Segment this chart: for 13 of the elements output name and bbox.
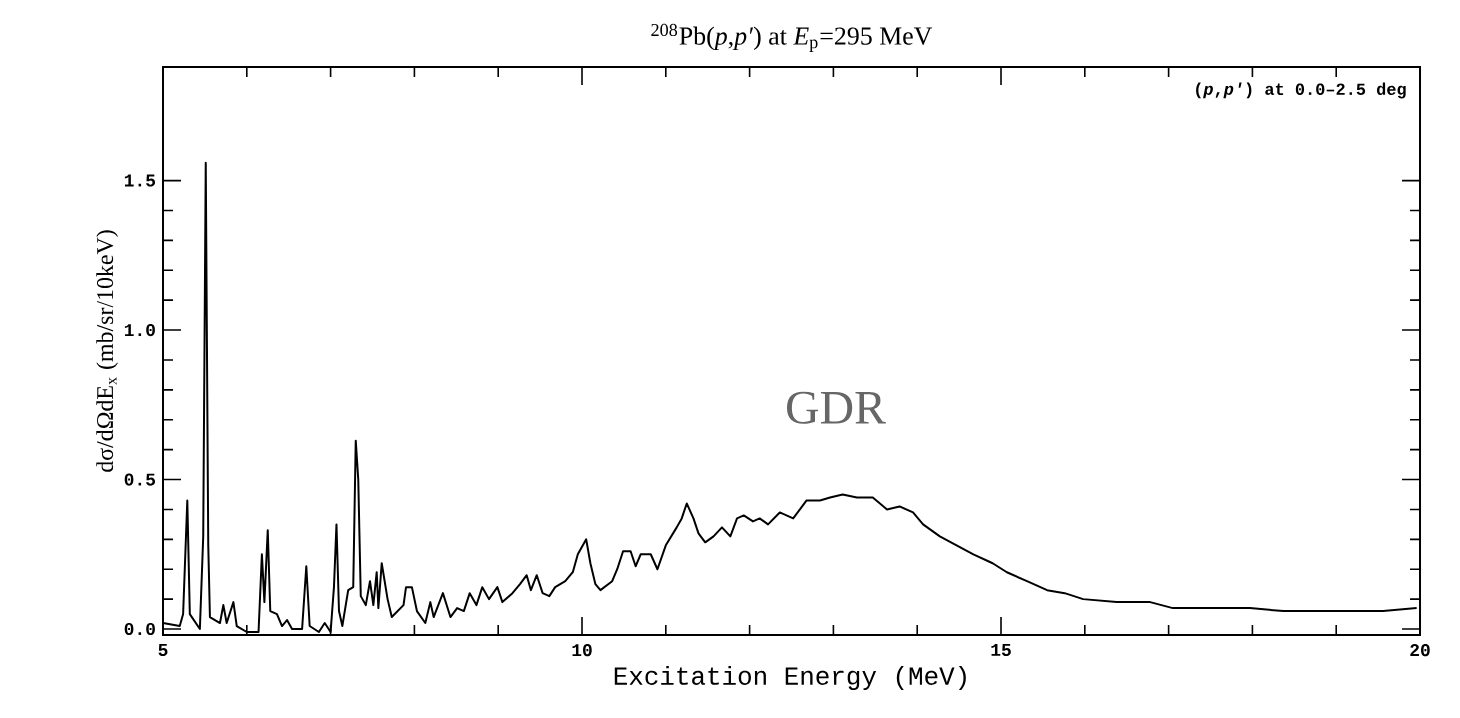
x-tick-label: 10 bbox=[572, 644, 592, 657]
y-tick-label: 0.5 bbox=[124, 473, 156, 486]
y-tick-label: 1.5 bbox=[124, 174, 156, 187]
y-tick-label: 1.0 bbox=[124, 323, 155, 337]
y-tick-label: 0.0 bbox=[124, 622, 155, 636]
x-tick-label: 15 bbox=[991, 644, 1011, 657]
x-axis-title: Excitation Energy (MeV) bbox=[614, 665, 966, 691]
x-tick-label: 5 bbox=[158, 644, 168, 657]
chart-title: $^{208}$Pb(p,p′) at E$_{p}$=295 MeV bbox=[651, 23, 933, 52]
y-axis-title: dσ/dΩdE$_{x}$ (mb/sr/10keV) bbox=[96, 230, 118, 472]
annotation: (p,p′) at 0.0–2.5 deg bbox=[1196, 82, 1406, 99]
annotation: GDR bbox=[786, 391, 886, 424]
x-tick-label: 20 bbox=[1410, 644, 1430, 657]
